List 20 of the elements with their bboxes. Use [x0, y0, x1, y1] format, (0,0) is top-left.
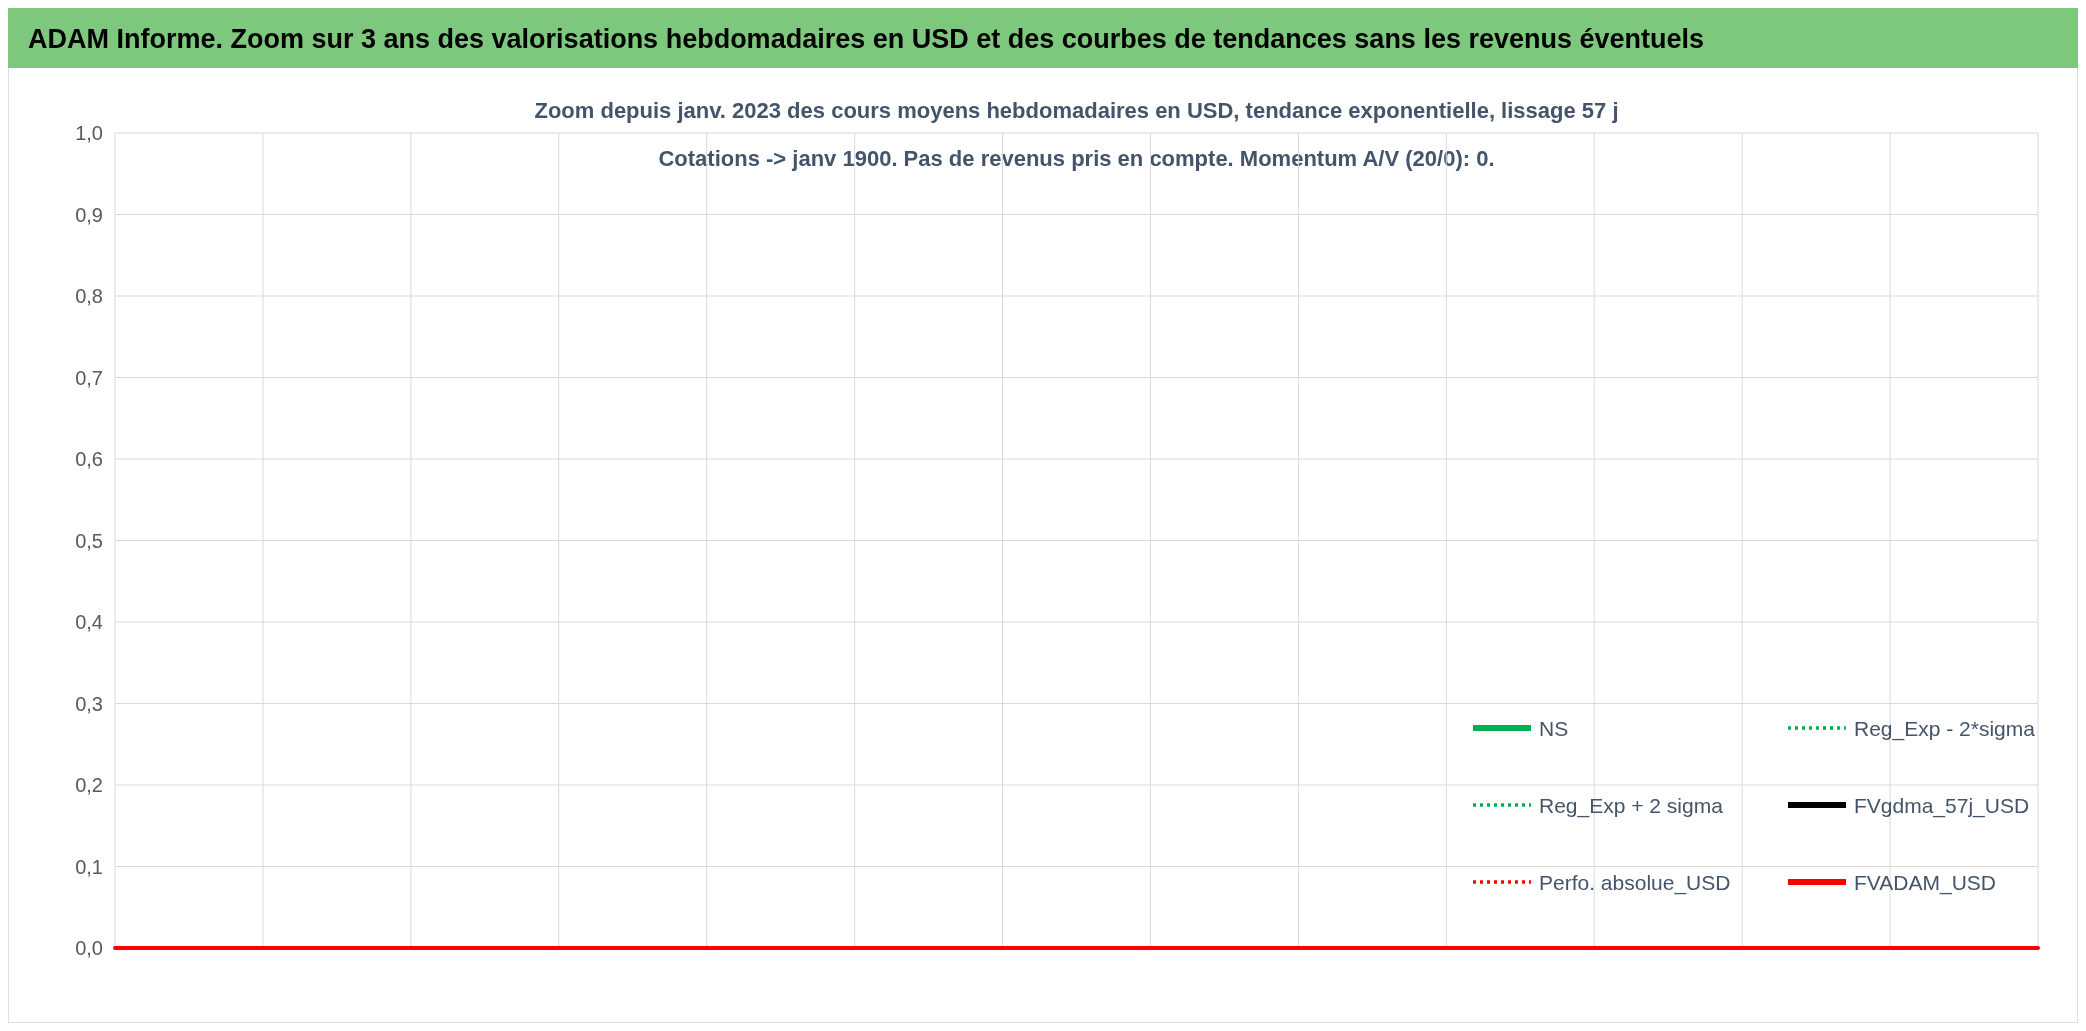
y-tick-label: 0,5 [75, 529, 103, 552]
y-tick-label: 0,9 [75, 203, 103, 226]
y-tick-label: 0,8 [75, 285, 103, 307]
y-tick-label: 0,3 [75, 692, 103, 715]
chart-subtitle: Zoom depuis janv. 2023 des cours moyens hebdomadaires en USD, tendance exponentielle, lissage 57 j [534, 98, 1619, 123]
y-tick-label: 0,1 [75, 855, 103, 878]
legend-label: FVgdma_57j_USD [1854, 794, 2030, 818]
legend-label: NS [1539, 717, 1569, 740]
legend-label: Reg_Exp + 2 sigma [1539, 794, 1724, 818]
y-tick-label: 0,7 [75, 366, 103, 389]
legend-label: Perfo. absolue_USD [1539, 871, 1731, 895]
y-tick-label: 0,2 [75, 774, 103, 796]
legend-label: Reg_Exp - 2*sigma [1854, 717, 2036, 741]
annotation: Cotations -> janv 1900. Pas de revenus pris en compte. Momentum A/V (20/0): 0. [658, 146, 1495, 171]
legend-label: FVADAM_USD [1854, 871, 1996, 895]
y-tick-label: 0,0 [75, 937, 103, 959]
y-tick-label: 0,6 [75, 448, 103, 470]
chart-title: ADAM Informe. Zoom sur 3 ans des valorisations hebdomadaires en USD et des courbes de tendances sans les revenus éventuels [28, 24, 1705, 54]
y-tick-label: 0,4 [75, 611, 103, 633]
y-tick-label: 1,0 [75, 122, 103, 144]
